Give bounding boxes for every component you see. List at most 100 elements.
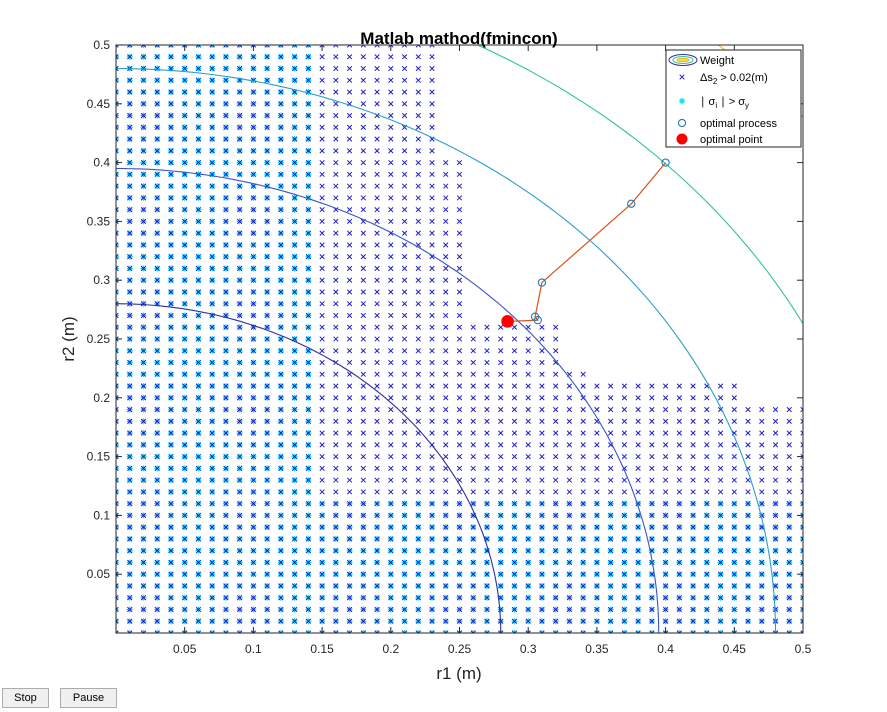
displacement-marker: [223, 124, 229, 130]
displacement-marker: [237, 265, 243, 272]
displacement-marker: [182, 548, 188, 554]
displacement-marker: [237, 348, 243, 354]
displacement-marker: [195, 406, 202, 413]
displacement-marker: [127, 536, 133, 542]
displacement-marker: [140, 159, 147, 166]
displacement-marker: [127, 159, 133, 166]
displacement-marker: [195, 136, 202, 142]
displacement-marker: [209, 524, 215, 530]
displacement-marker: [168, 489, 174, 495]
displacement-marker: [154, 536, 160, 542]
displacement-marker: [223, 183, 229, 189]
displacement-marker: [154, 477, 160, 483]
displacement-marker: [140, 77, 147, 83]
displacement-marker: [182, 359, 188, 366]
displacement-marker: [154, 453, 160, 460]
displacement-marker: [140, 359, 147, 366]
displacement-marker: [223, 348, 229, 354]
displacement-marker: [237, 524, 243, 530]
displacement-marker: [154, 571, 160, 577]
displacement-marker: [116, 418, 119, 424]
displacement-marker: [116, 206, 119, 213]
displacement-marker: [237, 254, 243, 260]
displacement-marker: [168, 595, 174, 601]
displacement-marker: [223, 430, 229, 436]
displacement-marker: [116, 630, 119, 633]
displacement-marker: [127, 265, 133, 272]
legend-label: ∣ σi ∣ > σy: [700, 96, 749, 110]
displacement-marker: [140, 348, 147, 354]
displacement-marker: [237, 583, 243, 589]
displacement-marker: [264, 583, 270, 589]
displacement-marker: [168, 265, 174, 272]
stop-button[interactable]: Stop: [2, 688, 49, 708]
displacement-marker: [237, 206, 243, 213]
displacement-marker: [154, 395, 160, 401]
displacement-marker: [209, 101, 215, 107]
displacement-marker: [250, 254, 257, 260]
displacement-marker: [140, 630, 147, 633]
displacement-marker: [154, 595, 160, 601]
displacement-marker: [223, 559, 229, 566]
displacement-marker: [127, 312, 133, 319]
pause-button[interactable]: Pause: [60, 688, 117, 708]
displacement-marker: [195, 101, 202, 107]
displacement-marker: [250, 395, 257, 401]
displacement-marker: [154, 124, 160, 130]
displacement-marker: [116, 136, 119, 142]
displacement-marker: [237, 559, 243, 566]
displacement-marker: [127, 630, 133, 633]
displacement-marker: [182, 512, 188, 519]
displacement-marker: [182, 383, 188, 389]
displacement-marker: [140, 171, 147, 178]
displacement-marker: [209, 54, 215, 60]
displacement-marker: [237, 465, 243, 472]
x-tick-label: 0.5: [795, 642, 812, 656]
displacement-marker: [127, 230, 133, 236]
displacement-marker: [237, 595, 243, 601]
displacement-marker: [209, 289, 215, 295]
displacement-marker: [195, 512, 202, 519]
displacement-marker: [140, 242, 147, 248]
displacement-marker: [223, 453, 229, 460]
displacement-marker: [127, 348, 133, 354]
displacement-marker: [237, 124, 243, 130]
displacement-marker: [237, 336, 243, 342]
displacement-marker: [127, 489, 133, 495]
displacement-marker: [116, 183, 119, 189]
displacement-marker: [209, 618, 215, 624]
displacement-marker: [182, 536, 188, 542]
displacement-marker: [116, 371, 119, 377]
displacement-marker: [168, 148, 174, 154]
y-tick-label: 0.1: [93, 508, 110, 522]
displacement-marker: [127, 218, 133, 225]
displacement-marker: [223, 136, 229, 142]
displacement-marker: [140, 101, 147, 107]
displacement-marker: [182, 371, 188, 377]
displacement-marker: [140, 112, 147, 119]
displacement-marker: [223, 465, 229, 472]
displacement-marker: [182, 195, 188, 201]
displacement-marker: [182, 254, 188, 260]
displacement-marker: [168, 242, 174, 248]
displacement-marker: [154, 242, 160, 248]
displacement-marker: [237, 54, 243, 60]
displacement-marker: [116, 477, 119, 483]
displacement-marker: [250, 536, 257, 542]
displacement-marker: [154, 348, 160, 354]
displacement-marker: [168, 559, 174, 566]
displacement-marker: [154, 465, 160, 472]
displacement-marker: [127, 124, 133, 130]
optimal-point: [501, 315, 514, 328]
displacement-marker: [127, 77, 133, 83]
displacement-marker: [116, 453, 119, 460]
displacement-marker: [182, 395, 188, 401]
displacement-marker: [237, 277, 243, 283]
displacement-marker: [209, 395, 215, 401]
displacement-marker: [154, 89, 160, 95]
displacement-marker: [195, 630, 202, 633]
displacement-marker: [237, 418, 243, 424]
displacement-marker: [140, 230, 147, 236]
displacement-marker: [127, 548, 133, 554]
displacement-marker: [195, 159, 202, 166]
